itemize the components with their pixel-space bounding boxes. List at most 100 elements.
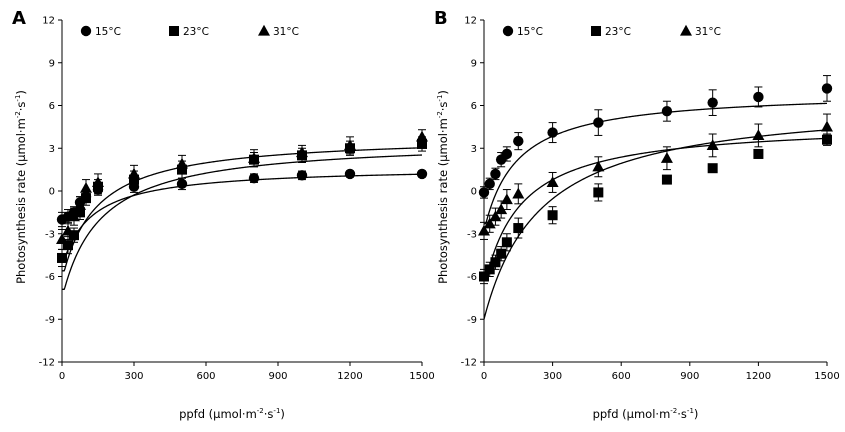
fit-curve [62, 173, 422, 261]
y-tick-label: -9 [467, 315, 477, 326]
axis-label-part: ) [694, 407, 699, 421]
axis-label-part: -2 [436, 111, 444, 118]
y-tick-label: -9 [45, 315, 55, 326]
axis-label-part: ) [436, 90, 450, 95]
y-tick-label: -3 [45, 229, 55, 240]
data-point [706, 139, 719, 150]
data-point [661, 174, 672, 185]
x-tick-label: 900 [680, 371, 699, 382]
data-point [707, 163, 718, 174]
data-point [501, 148, 513, 160]
data-point [344, 168, 356, 180]
data-point [128, 167, 140, 179]
y-tick-label: 9 [471, 58, 477, 69]
fit-curve [484, 137, 827, 278]
y-tick-label: 12 [42, 16, 55, 27]
data-point [344, 139, 356, 150]
axis-label-part: Photosynthesis rate (µmol·m [14, 118, 28, 284]
data-point [69, 230, 79, 241]
data-point [513, 223, 524, 234]
series-15c [56, 168, 428, 261]
x-tick-label: 1200 [337, 371, 362, 382]
y-axis-title: Photosynthesis rate (µmol·m-2·s-1) [436, 90, 450, 284]
fit-curve [62, 154, 422, 290]
data-point [478, 187, 490, 198]
axis-label-part: -1 [273, 407, 280, 415]
legend: 15°C 23°C 31°C [502, 24, 721, 38]
axis-label-part: ) [14, 90, 28, 95]
data-point [592, 160, 605, 172]
legend-label: 15°C [517, 26, 543, 38]
legend-marker-square [169, 26, 179, 36]
axis-label-part: ·s [677, 407, 687, 421]
x-tick-label: 300 [543, 371, 562, 382]
legend-label: 31°C [273, 26, 299, 38]
data-point [593, 117, 604, 128]
x-tick-label: 0 [481, 371, 487, 382]
data-point [821, 83, 833, 94]
data-point [57, 252, 67, 263]
series-23c [479, 129, 832, 320]
series-15c [478, 75, 833, 225]
panel-b: B -12 -9 -6 -3 0 3 6 9 12 0 300 600 900 1200 1500 ppfd (… [434, 8, 840, 421]
data-point [546, 176, 559, 188]
legend-label: 15°C [95, 26, 121, 38]
y-tick-label: 6 [49, 101, 55, 112]
x-tick-label: 900 [268, 371, 287, 382]
data-point [501, 237, 512, 248]
data-point [661, 106, 673, 117]
x-tick-label: 600 [612, 371, 631, 382]
axis-label-part: -1 [14, 95, 22, 102]
legend-marker-circle [80, 25, 92, 37]
data-point [92, 176, 104, 188]
data-point [821, 120, 833, 132]
y-tick-label: 3 [49, 144, 55, 155]
fit-curve [62, 147, 422, 272]
axis-label-part: Photosynthesis rate (µmol·m [436, 118, 450, 284]
data-point [296, 170, 308, 181]
y-tick-label: 9 [49, 58, 55, 69]
panel-a: A -12 -9 -6 -3 0 3 6 9 12 0 300 600 900 1200 1500 ppfd (… [12, 8, 435, 421]
y-tick-label: 6 [471, 101, 477, 112]
data-point [512, 187, 525, 199]
x-tick-label: 300 [124, 371, 143, 382]
x-tick-label: 1500 [409, 371, 434, 382]
axis-label-part: -1 [687, 407, 694, 415]
x-tick-label: 1500 [814, 371, 839, 382]
legend-item-15c: 15°C [80, 25, 121, 38]
y-tick-label: 0 [49, 187, 55, 198]
data-point [80, 181, 92, 193]
data-point [176, 178, 188, 190]
legend-item-23c: 23°C [591, 26, 631, 38]
series-31c [478, 113, 833, 278]
x-tick-label: 0 [59, 371, 65, 382]
data-point [490, 168, 501, 180]
data-point [81, 193, 91, 204]
y-axis-title: Photosynthesis rate (µmol·m-2·s-1) [14, 90, 28, 284]
series-23c [57, 136, 427, 290]
axis-label-part: ·s [436, 102, 450, 112]
legend-label: 31°C [695, 26, 721, 38]
legend-item-31c: 31°C [258, 24, 299, 38]
data-point [660, 152, 673, 163]
data-point [495, 203, 508, 215]
data-point [513, 135, 524, 147]
x-tick-label: 1200 [746, 371, 771, 382]
y-tick-label: 12 [464, 16, 477, 27]
x-axis-title: ppfd (µmol·m-2·s-1) [179, 407, 285, 421]
axis-label-part: -2 [14, 111, 22, 118]
data-point [63, 240, 73, 251]
legend-label: 23°C [605, 26, 631, 38]
fit-curve [484, 129, 827, 320]
x-axis-title: ppfd (µmol·m-2·s-1) [593, 407, 699, 421]
axis-label-part: -2 [670, 407, 677, 415]
data-point [593, 187, 604, 198]
axis-label-part: ·s [264, 407, 274, 421]
data-point [753, 91, 764, 103]
y-tick-label: -6 [45, 272, 55, 283]
y-tick-label: -12 [461, 358, 477, 369]
legend-item-23c: 23°C [169, 26, 209, 38]
y-tick-label: -12 [39, 358, 55, 369]
legend-label: 23°C [183, 26, 209, 38]
x-tick-label: 600 [196, 371, 215, 382]
